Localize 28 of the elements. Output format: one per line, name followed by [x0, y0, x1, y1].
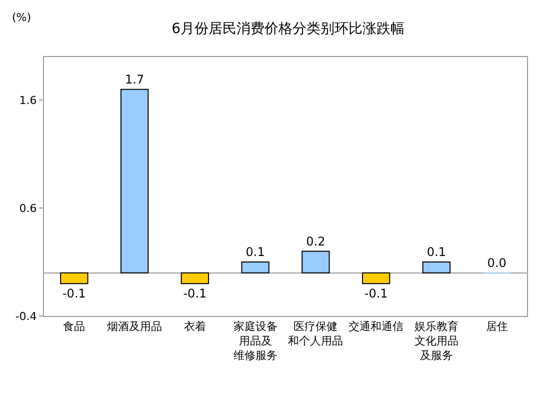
- x-tick-label: 烟酒及用品: [107, 320, 162, 334]
- data-label: -0.1: [183, 286, 207, 301]
- y-tick-label: 1.6: [19, 94, 37, 108]
- y-tick-label: 0.6: [19, 202, 37, 215]
- data-label: 0.1: [426, 245, 446, 260]
- data-label: -0.1: [62, 286, 86, 301]
- data-label: 0.0: [487, 256, 506, 270]
- x-tick-label: 娱乐教育文化用品及服务: [414, 320, 458, 362]
- data-label: 1.7: [125, 72, 144, 86]
- x-tick-label: 食品: [63, 320, 86, 334]
- x-tick-label: 医疗保健和个人用品: [288, 320, 344, 348]
- y-axis-title: (%): [12, 11, 32, 24]
- x-tick-label: 交通和通信: [348, 320, 404, 334]
- data-label: -0.1: [364, 286, 388, 301]
- bar: [422, 262, 451, 274]
- y-tick-label: -0.4: [15, 310, 37, 323]
- bar: [180, 272, 210, 284]
- chart-title: 6月份居民消费价格分类别环比涨跌幅: [172, 20, 405, 37]
- x-tick-label: 家庭设备用品及维修服务: [233, 320, 278, 362]
- data-label: 0.2: [306, 234, 326, 248]
- x-tick-label: 衣着: [184, 320, 206, 334]
- x-tick-label: 居住: [486, 320, 508, 334]
- bar: [60, 272, 88, 284]
- data-label: 0.1: [246, 245, 265, 260]
- bar: [362, 272, 390, 284]
- bar: [120, 88, 149, 274]
- bar: [241, 262, 270, 274]
- bar: [302, 250, 330, 274]
